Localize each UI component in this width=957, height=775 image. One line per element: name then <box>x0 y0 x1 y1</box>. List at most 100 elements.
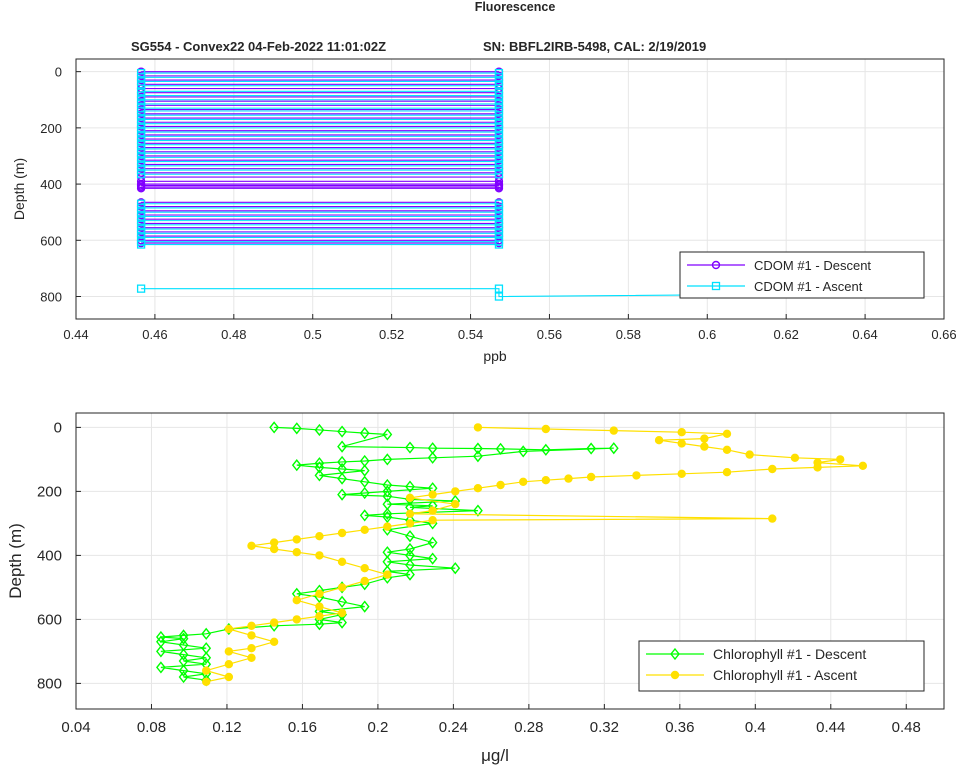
y-tick-label: 0 <box>54 419 62 436</box>
data-point <box>836 455 845 464</box>
data-point <box>314 423 325 437</box>
data-point <box>247 644 256 653</box>
data-point <box>136 220 146 229</box>
legend-label: Chlorophyll #1 - Ascent <box>713 667 857 683</box>
data-point <box>136 119 146 128</box>
data-point <box>360 564 369 573</box>
data-point <box>136 165 146 175</box>
data-point <box>224 672 234 682</box>
data-point <box>494 115 504 124</box>
data-point <box>247 631 256 640</box>
data-point <box>136 208 146 217</box>
data-point <box>383 522 392 531</box>
legend-label: Chlorophyll #1 - Descent <box>713 646 866 662</box>
data-point <box>494 224 504 234</box>
data-point <box>359 486 370 500</box>
data-point <box>382 478 393 492</box>
data-point <box>136 216 146 225</box>
y-tick-label: 400 <box>37 547 62 564</box>
data-point <box>337 528 347 538</box>
data-point <box>700 442 709 451</box>
data-point <box>677 469 686 478</box>
data-point <box>359 600 370 613</box>
x-tick-label: 0.2 <box>367 719 388 736</box>
data-point <box>427 536 438 549</box>
data-point <box>450 562 461 575</box>
data-point <box>224 624 234 634</box>
data-point <box>494 95 504 104</box>
data-point <box>337 440 347 453</box>
data-point <box>494 144 504 154</box>
data-point <box>494 73 504 82</box>
data-point <box>494 220 504 229</box>
data-point <box>178 670 189 684</box>
data-point <box>359 464 370 477</box>
legend-box <box>638 640 925 692</box>
data-point <box>494 111 504 120</box>
data-point <box>269 618 279 627</box>
figure-subtitle-left: SG554 - Convex22 04-Feb-2022 11:01:02Z <box>131 39 386 54</box>
data-point <box>494 140 504 149</box>
data-point <box>315 612 324 621</box>
x-tick-label: 0.16 <box>288 719 317 736</box>
data-point <box>247 621 256 630</box>
data-point <box>247 541 256 550</box>
data-point <box>494 81 504 90</box>
data-point <box>722 429 732 438</box>
x-tick-label: 0.46 <box>142 327 167 342</box>
data-point <box>700 434 709 443</box>
data-point <box>247 653 256 662</box>
data-point <box>858 461 868 470</box>
data-point <box>315 589 324 598</box>
data-point <box>136 127 146 137</box>
data-point <box>745 450 754 459</box>
data-point <box>451 500 460 509</box>
data-point <box>494 161 504 170</box>
data-point <box>494 212 504 221</box>
data-point <box>494 68 504 78</box>
data-point <box>722 468 732 477</box>
data-point <box>136 203 146 213</box>
data-point <box>494 199 504 208</box>
data-point <box>136 106 146 116</box>
data-point <box>494 216 504 225</box>
data-point <box>269 544 279 554</box>
data-point <box>136 157 146 166</box>
x-tick-label: 0.5 <box>304 327 322 342</box>
data-point <box>136 153 146 162</box>
data-point <box>494 123 504 133</box>
data-point <box>494 203 504 213</box>
data-point <box>405 519 415 528</box>
data-point <box>494 240 504 249</box>
data-point <box>428 490 437 499</box>
data-point <box>494 132 504 141</box>
data-point <box>494 77 504 86</box>
data-point <box>405 441 415 454</box>
data-point <box>315 602 324 611</box>
data-point <box>337 616 347 629</box>
series-cdom-1-ascent <box>136 68 864 301</box>
data-point <box>224 660 234 669</box>
data-point <box>405 493 415 502</box>
data-point <box>382 507 393 520</box>
legend-marker <box>670 647 680 661</box>
data-point <box>136 81 146 90</box>
y-axis-label: Depth (m) <box>6 523 25 599</box>
data-point <box>428 506 437 515</box>
data-point <box>136 199 146 208</box>
data-point <box>494 157 504 166</box>
data-point <box>291 422 302 435</box>
data-point <box>359 427 370 440</box>
data-point <box>359 475 370 488</box>
x-tick-label: 0.44 <box>816 719 845 736</box>
data-point <box>269 421 280 434</box>
x-tick-label: 0.28 <box>514 719 543 736</box>
x-axis-label: ppb <box>483 348 507 364</box>
data-point <box>540 443 551 456</box>
data-point <box>359 509 370 522</box>
data-point <box>564 474 573 483</box>
cdom-axes: 0.44 0.46 0.48 0.5 0.52 0.54 0.56 0.58 0.6 0.62 0.… <box>11 58 957 364</box>
y-tick-label: 0 <box>55 65 62 80</box>
data-point <box>382 510 393 524</box>
data-point <box>632 471 641 480</box>
